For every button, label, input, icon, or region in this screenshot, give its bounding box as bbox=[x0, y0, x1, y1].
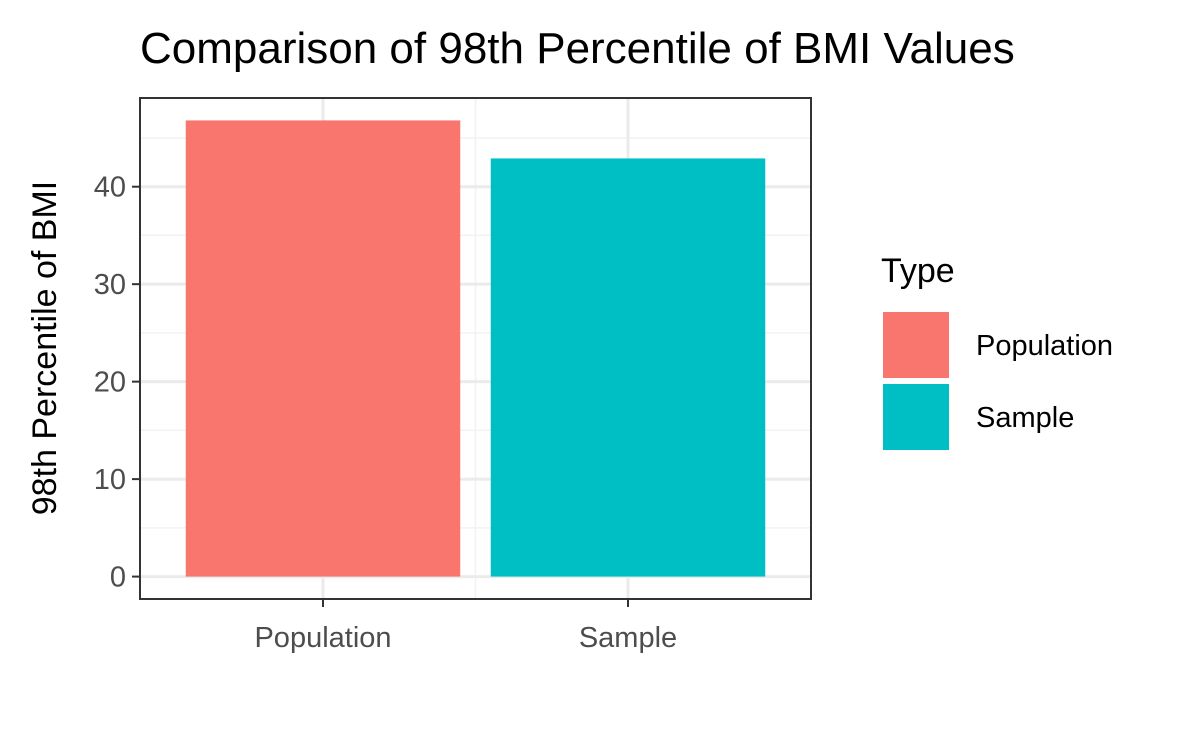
y-tick-label: 10 bbox=[94, 464, 126, 496]
bars-group bbox=[185, 120, 766, 577]
x-axis-ticks: Population Sample bbox=[254, 599, 677, 654]
bar-sample bbox=[490, 158, 766, 577]
y-tick-label: 20 bbox=[94, 367, 126, 399]
y-tick-label: 40 bbox=[94, 172, 126, 204]
legend-key-sample bbox=[883, 384, 949, 450]
bar-population bbox=[185, 120, 461, 577]
plot-panel-border bbox=[139, 97, 812, 600]
y-axis-ticks: 0 10 20 30 40 bbox=[94, 172, 140, 594]
y-tick-label: 30 bbox=[94, 269, 126, 301]
x-tick-label: Sample bbox=[579, 622, 677, 654]
legend-key-population bbox=[883, 312, 949, 378]
y-tick-label: 0 bbox=[110, 562, 126, 594]
chart-title: Comparison of 98th Percentile of BMI Val… bbox=[140, 24, 1015, 73]
x-tick-label: Population bbox=[254, 622, 391, 654]
legend: Type Population Sample bbox=[881, 252, 1113, 450]
legend-label-sample: Sample bbox=[976, 402, 1074, 434]
legend-title: Type bbox=[881, 252, 955, 290]
legend-entries: Population Sample bbox=[883, 312, 1113, 450]
y-axis-title: 98th Percentile of BMI bbox=[26, 181, 64, 516]
legend-label-population: Population bbox=[976, 330, 1113, 362]
